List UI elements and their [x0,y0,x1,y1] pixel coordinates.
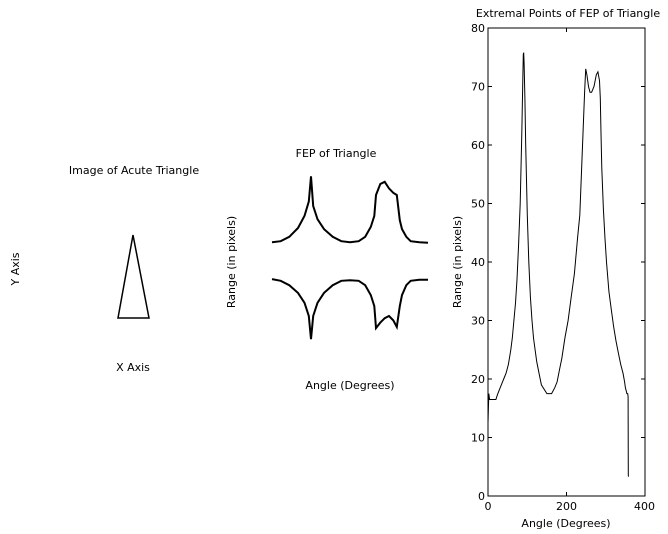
fep-series-line-1 [271,278,428,340]
xtick-label: 200 [556,500,577,513]
fep-panel-ylabel: Range (in pixels) [225,216,238,308]
fep-curves [271,176,429,340]
fep-panel: FEP of Triangle Range (in pixels) Angle … [225,147,429,392]
data-lines [487,52,629,477]
extremal-panel-ylabel: Range (in pixels) [451,216,464,308]
ytick-label: 20 [471,373,485,386]
plot-frame [487,27,646,497]
triangle-panel-xlabel: X Axis [116,361,150,374]
ytick-label: 50 [471,198,485,211]
extremal-panel-title: Extremal Points of FEP of Triangle [476,7,660,20]
ytick-label: 0 [478,490,485,503]
fep-series-line-2 [271,176,429,244]
extremal-panel: Extremal Points of FEP of Triangle Range… [451,7,660,530]
ytick-label: 80 [471,22,485,35]
xtick-label: 400 [634,500,655,513]
ytick-label: 40 [471,256,485,269]
triangle-panel: Image of Acute Triangle Y Axis X Axis [9,164,199,374]
axis-ticks: 0 10 20 30 40 50 60 70 80 0 200 400 [471,22,655,513]
extremal-series-line-1 [487,52,629,477]
triangle-panel-title: Image of Acute Triangle [69,164,199,177]
ytick-label: 60 [471,139,485,152]
xtick-label: 0 [485,500,492,513]
fep-panel-title: FEP of Triangle [296,147,377,160]
acute-triangle-shape [117,234,150,319]
extremal-panel-xlabel: Angle (Degrees) [521,517,610,530]
triangle-panel-ylabel: Y Axis [9,252,22,286]
fep-panel-xlabel: Angle (Degrees) [305,379,394,392]
ytick-label: 70 [471,81,485,94]
ytick-label: 10 [471,432,485,445]
ytick-label: 30 [471,315,485,328]
